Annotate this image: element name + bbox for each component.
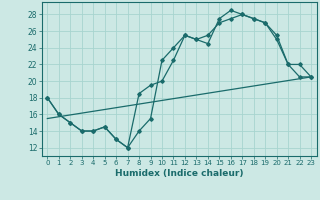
X-axis label: Humidex (Indice chaleur): Humidex (Indice chaleur): [115, 169, 244, 178]
